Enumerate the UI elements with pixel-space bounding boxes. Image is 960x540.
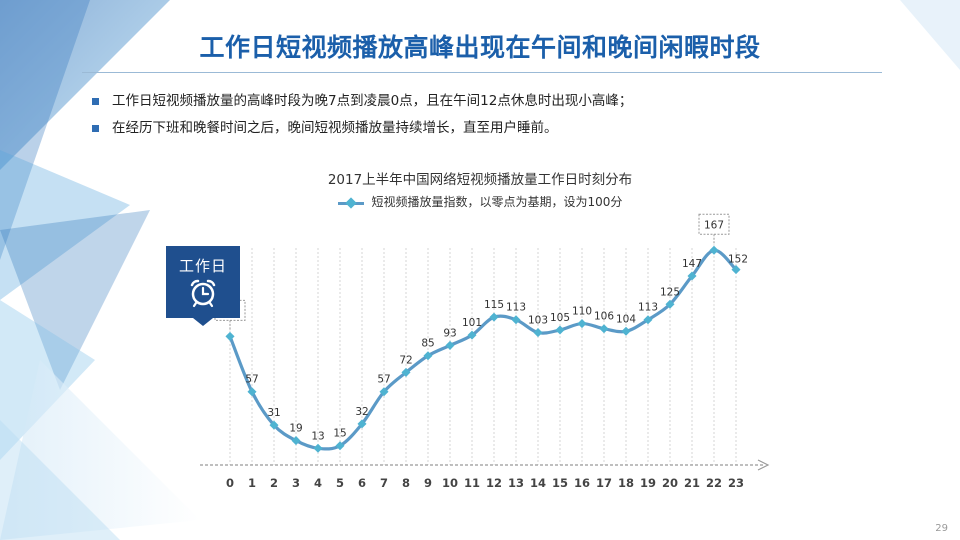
x-tick-label: 12: [486, 476, 502, 490]
page-number: 29: [935, 523, 948, 534]
chart-legend: 短视频播放量指数，以零点为基期，设为100分: [0, 193, 960, 210]
chart-title: 2017上半年中国网络短视频播放量工作日时刻分布: [327, 172, 633, 188]
data-label: 104: [616, 313, 636, 325]
x-tick-label: 3: [292, 476, 300, 490]
x-tick-label: 2: [270, 476, 278, 490]
data-point: [533, 328, 543, 338]
data-point: [621, 326, 631, 336]
alarm-clock-icon: [190, 279, 216, 308]
data-label: 85: [421, 338, 434, 350]
data-label: 106: [594, 311, 614, 323]
data-label: 110: [572, 306, 592, 318]
x-tick-label: 10: [442, 476, 458, 490]
data-label: 72: [399, 354, 412, 366]
x-tick-label: 7: [380, 476, 388, 490]
x-tick-label: 23: [728, 476, 744, 490]
data-label: 113: [638, 302, 658, 314]
x-tick-label: 17: [596, 476, 612, 490]
data-label: 115: [484, 299, 504, 311]
data-label: 147: [682, 258, 702, 270]
legend-label: 短视频播放量指数，以零点为基期，设为100分: [371, 195, 623, 209]
x-tick-label: 16: [574, 476, 590, 490]
x-tick-label: 9: [424, 476, 432, 490]
data-label: 103: [528, 315, 548, 327]
data-label: 57: [245, 374, 258, 386]
data-point: [555, 325, 565, 335]
x-tick-label: 15: [552, 476, 568, 490]
x-tick-label: 20: [662, 476, 678, 490]
x-tick-label: 13: [508, 476, 524, 490]
data-label: 93: [443, 327, 456, 339]
data-point: [599, 324, 609, 334]
x-axis-arrow: [757, 459, 770, 471]
data-point: [445, 340, 455, 350]
x-tick-label: 21: [684, 476, 700, 490]
data-point: [665, 299, 675, 309]
x-tick-label: 1: [248, 476, 256, 490]
bullet-list: 工作日短视频播放量的高峰时段为晚7点到凌晨0点，且在午间12点休息时出现小高峰；…: [90, 88, 870, 142]
data-label: 101: [462, 317, 482, 329]
x-tick-label: 18: [618, 476, 634, 490]
data-point: [225, 331, 235, 341]
data-label: 19: [289, 423, 302, 435]
x-tick-label: 0: [226, 476, 234, 490]
slide-title: 工作日短视频播放高峰出现在午间和晚间闲暇时段: [199, 33, 761, 62]
data-point: [247, 387, 257, 397]
data-label: 113: [506, 302, 526, 314]
x-tick-label: 5: [336, 476, 344, 490]
x-tick-label: 14: [530, 476, 546, 490]
x-tick-label: 8: [402, 476, 410, 490]
data-label: 57: [377, 374, 390, 386]
workday-badge: 工作日: [166, 246, 240, 326]
data-label: 15: [333, 428, 346, 440]
x-tick-label: 22: [706, 476, 722, 490]
series-line: [228, 248, 738, 451]
x-tick-label: 4: [314, 476, 322, 490]
data-label: 125: [660, 286, 680, 298]
title-divider: [82, 72, 882, 73]
data-label: 152: [728, 254, 748, 266]
data-point: [577, 319, 587, 329]
x-tick-label: 11: [464, 476, 480, 490]
bullet-item: 工作日短视频播放量的高峰时段为晚7点到凌晨0点，且在午间12点休息时出现小高峰；: [90, 88, 870, 115]
data-label: 31: [267, 407, 280, 419]
data-label: 13: [311, 430, 324, 442]
x-tick-label: 6: [358, 476, 366, 490]
data-label: 32: [355, 406, 368, 418]
x-tick-label: 19: [640, 476, 656, 490]
data-label: 167: [704, 219, 724, 231]
legend-swatch: [337, 197, 364, 209]
bullet-item: 在经历下班和晚餐时间之后，晚间短视频播放量持续增长，直至用户睡前。: [90, 115, 870, 142]
data-label: 105: [550, 312, 570, 324]
data-point: [313, 443, 323, 453]
badge-label: 工作日: [178, 257, 227, 275]
